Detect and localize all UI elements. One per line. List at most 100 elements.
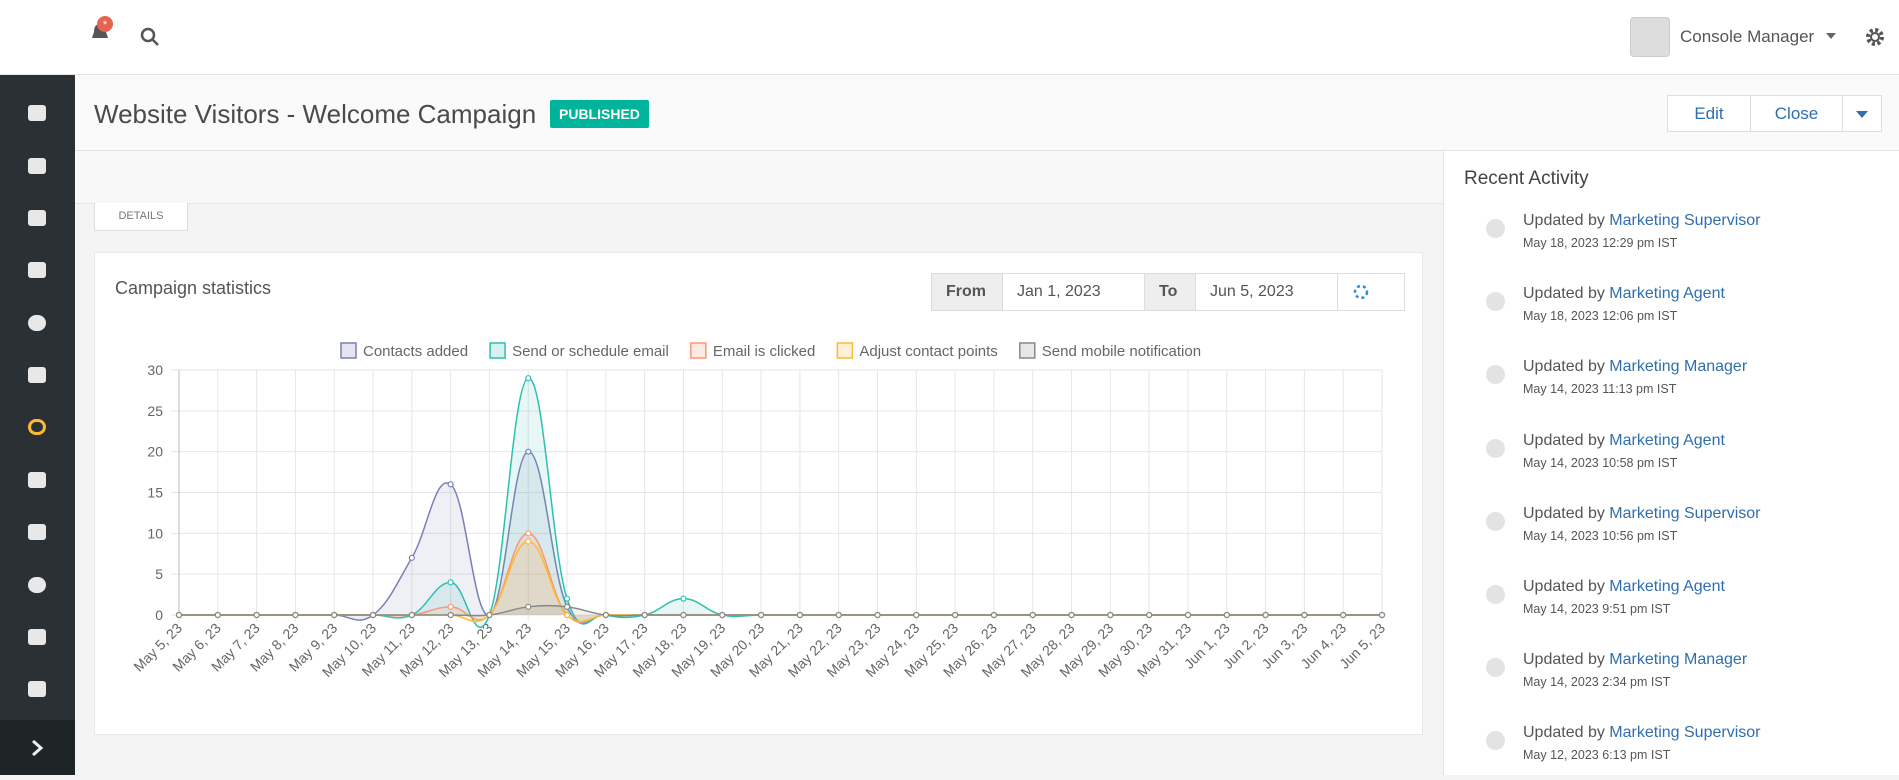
series-line <box>178 377 1382 628</box>
timeline-dot <box>1486 219 1505 238</box>
page-title: Website Visitors - Welcome Campaign <box>94 99 537 129</box>
legend-item: Contacts added <box>340 342 468 360</box>
activity-time: May 14, 2023 2:34 pm IST <box>1523 675 1671 690</box>
activity-time: May 14, 2023 9:51 pm IST <box>1523 602 1671 616</box>
data-point <box>563 611 571 619</box>
activity-line: Updated by Marketing Manager <box>1523 651 1747 669</box>
legend-item: Send or schedule email <box>489 342 669 360</box>
timeline-dot <box>1486 585 1505 604</box>
top-bar: * Console Manager <box>0 0 1899 75</box>
sidebar <box>0 75 75 775</box>
nav-icon[interactable] <box>28 210 46 226</box>
activity-line: Updated by Marketing Agent <box>1523 578 1725 596</box>
caret <box>1826 33 1836 39</box>
data-point <box>1301 611 1308 619</box>
activity-action: Updated by <box>1523 578 1605 595</box>
data-point <box>796 611 804 619</box>
timeline-dot <box>1486 365 1505 385</box>
data-point <box>1029 611 1036 619</box>
activity-action: Updated by <box>1523 504 1605 522</box>
nav-icon[interactable] <box>28 367 46 383</box>
legend-label: Send mobile notification <box>1042 343 1201 360</box>
activity-time: May 18, 2023 12:29 pm IST <box>1523 236 1678 250</box>
y-tick-label: 30 <box>147 362 163 378</box>
activity-action: Updated by <box>1523 285 1605 303</box>
tabs-area <box>75 151 1443 204</box>
series-area <box>179 378 1382 628</box>
data-point <box>952 611 959 619</box>
nav-icon[interactable] <box>28 105 46 121</box>
data-point <box>486 611 493 619</box>
legend-label: Adjust contact points <box>859 343 997 360</box>
nav-icon[interactable] <box>28 629 46 645</box>
more-button[interactable] <box>1842 95 1882 132</box>
activity-user[interactable]: Marketing Supervisor <box>1609 212 1761 229</box>
data-point <box>292 611 299 619</box>
series-area <box>179 605 1382 616</box>
nav-icon[interactable] <box>28 315 46 331</box>
settings[interactable] <box>1864 26 1886 48</box>
y-tick-label: 5 <box>155 566 163 582</box>
legend-swatch <box>836 342 854 359</box>
data-point <box>447 611 454 619</box>
nav-icon[interactable] <box>28 472 46 488</box>
activity-user[interactable]: Marketing Manager <box>1609 358 1748 376</box>
y-tick-label: 15 <box>147 485 163 501</box>
data-point <box>1146 611 1153 619</box>
nav-icon[interactable] <box>28 577 46 593</box>
legend-swatch <box>1019 342 1036 359</box>
legend-label: Send or schedule email <box>512 343 669 360</box>
timeline-dot <box>1486 292 1505 312</box>
nav-icon-active[interactable] <box>28 419 46 435</box>
details-toggle[interactable]: DETAILS <box>94 203 188 231</box>
svg-text:*: * <box>103 19 108 31</box>
activity-action: Updated by <box>1523 431 1605 449</box>
notifications[interactable]: * <box>88 14 118 50</box>
activity-action: Updated by <box>1523 358 1605 376</box>
data-point <box>1340 611 1347 619</box>
y-tick-label: 10 <box>147 525 163 541</box>
data-point <box>253 611 260 619</box>
data-point <box>1378 611 1386 619</box>
loading <box>1337 273 1405 311</box>
nav-icon[interactable] <box>28 158 46 174</box>
series-line <box>178 604 1382 617</box>
nav-icon[interactable] <box>28 524 46 540</box>
data-point <box>680 595 687 602</box>
timeline-dot <box>1486 731 1505 751</box>
from-label: From <box>931 273 1003 311</box>
data-point <box>1107 611 1114 619</box>
activity-time: May 14, 2023 10:56 pm IST <box>1523 528 1678 543</box>
data-point <box>990 611 998 619</box>
activity-line: Updated by Marketing Agent <box>1523 432 1725 450</box>
data-point <box>525 538 532 545</box>
avatar[interactable] <box>1630 17 1670 57</box>
data-point <box>447 603 454 610</box>
series-line <box>178 450 1382 624</box>
edit-button[interactable]: Edit <box>1667 95 1751 132</box>
activity-user[interactable]: Marketing Supervisor <box>1609 724 1761 742</box>
y-tick-label: 20 <box>147 444 163 460</box>
nav-icon[interactable] <box>28 262 46 278</box>
search[interactable] <box>139 26 161 48</box>
legend-item: Send mobile notification <box>1019 342 1201 360</box>
activity-user[interactable]: Marketing Manager <box>1609 651 1748 669</box>
y-tick-label: 25 <box>147 403 163 419</box>
activity-user[interactable]: Marketing Agent <box>1609 285 1725 303</box>
activity-user[interactable]: Marketing Agent <box>1609 578 1725 595</box>
close-button[interactable]: Close <box>1750 95 1843 132</box>
legend-swatch <box>690 342 707 359</box>
timeline-dot <box>1486 511 1505 531</box>
user-menu[interactable]: Console Manager <box>1680 27 1815 46</box>
data-point <box>641 611 648 619</box>
activity-line: Updated by Marketing Agent <box>1523 285 1725 303</box>
collapse[interactable] <box>0 720 75 775</box>
activity-line: Updated by Marketing Manager <box>1523 358 1747 376</box>
legend-swatch <box>340 342 357 359</box>
legend-item: Adjust contact points <box>836 342 998 360</box>
nav-icon[interactable] <box>28 681 46 697</box>
activity-user[interactable]: Marketing Agent <box>1609 431 1725 449</box>
activity-user[interactable]: Marketing Supervisor <box>1609 504 1761 522</box>
activity-time: May 14, 2023 10:58 pm IST <box>1523 455 1678 470</box>
